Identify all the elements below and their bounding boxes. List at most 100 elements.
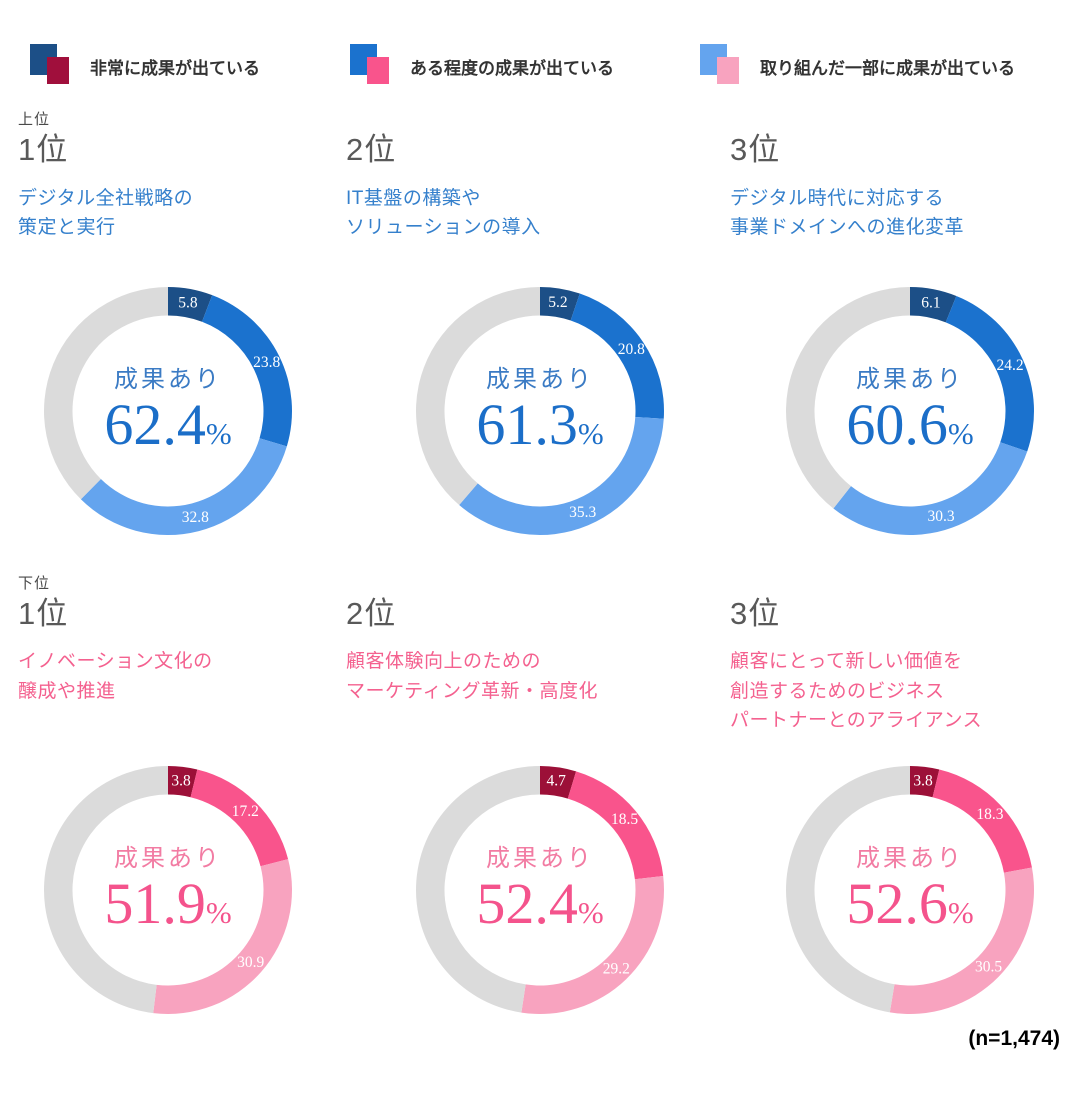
segment-value-label: 30.9	[237, 954, 264, 971]
donut-segment	[945, 295, 1034, 452]
segment-value-label: 29.2	[603, 961, 630, 978]
segment-value-label: 6.1	[921, 294, 940, 311]
segment-value-label: 18.3	[976, 806, 1003, 823]
rank-label: 3位	[730, 132, 781, 167]
chart-cell-top-1: 上位 1位 デジタル全社戦略の 策定と実行 5.8 23.8 32.8 成果あり 6…	[18, 108, 346, 546]
chart-title-line: マーケティング革新・高度化	[346, 680, 598, 702]
donut-segment	[153, 859, 292, 1015]
donut-chart-top-1: 5.8 23.8 32.8 成果あり 62.4%	[33, 276, 303, 546]
donut-svg: 3.8 17.2 30.9	[44, 766, 292, 1015]
segment-value-label: 32.8	[182, 509, 209, 526]
segment-value-label: 30.5	[975, 959, 1002, 976]
rank-label: 2位	[346, 595, 397, 631]
chart-title: デジタル時代に対応する 事業ドメインへの進化変革	[730, 184, 1074, 272]
donut-svg: 6.1 24.2 30.3	[786, 286, 1034, 535]
segment-value-label: 3.8	[913, 773, 933, 790]
donut-segment	[459, 416, 664, 535]
donut-segment-rest	[786, 286, 910, 509]
legend-label-very: 非常に成果が出ている	[90, 58, 260, 78]
donut-segment	[80, 437, 287, 535]
donut-chart-bottom-3: 3.8 18.3 30.5 成果あり 52.6%	[775, 755, 1045, 1025]
donut-segment	[833, 441, 1028, 535]
donut-segment-rest	[44, 286, 169, 499]
donut-segment-rest	[416, 766, 540, 1013]
segment-value-label: 20.8	[618, 341, 645, 358]
group-label	[346, 572, 730, 596]
chart-title: IT基盤の構築や ソリューションの導入	[346, 184, 730, 272]
donut-segment	[567, 771, 664, 880]
chart-grid: 上位 1位 デジタル全社戦略の 策定と実行 5.8 23.8 32.8 成果あり 6…	[0, 108, 1074, 1025]
legend: 非常に成果が出ている ある程度の成果が出ている 取り組んだ一部に成果が出ている	[0, 0, 1074, 96]
segment-value-label: 5.8	[178, 294, 198, 311]
donut-segment	[168, 766, 198, 798]
chart-cell-bottom-2: 2位 顧客体験向上のための マーケティング革新・高度化 4.7 18.5 29.2 …	[346, 546, 730, 1026]
chart-title-line: イノベーション文化の	[18, 651, 213, 673]
legend-item-partial: 取り組んだ一部に成果が出ている	[700, 36, 1015, 96]
donut-chart-top-2: 5.2 20.8 35.3 成果あり 61.3%	[405, 276, 675, 546]
legend-item-very: 非常に成果が出ている	[30, 36, 350, 96]
rank-label: 3位	[730, 595, 781, 631]
chart-cell-bottom-1: 下位 1位 イノベーション文化の 醸成や推進 3.8 17.2 30.9 成果あり …	[18, 546, 346, 1026]
segment-value-label: 3.8	[171, 773, 191, 790]
donut-segment	[168, 286, 213, 322]
segment-value-label: 35.3	[569, 504, 596, 521]
chart-title-line: ソリューションの導入	[346, 217, 541, 239]
legend-item-some: ある程度の成果が出ている	[350, 36, 700, 96]
group-label	[730, 572, 1074, 596]
donut-chart-bottom-1: 3.8 17.2 30.9 成果あり 51.9%	[33, 755, 303, 1025]
donut-segment	[540, 766, 577, 799]
donut-segment	[570, 293, 664, 419]
donut-segment	[190, 769, 289, 867]
chart-title-line: 事業ドメインへの進化変革	[730, 217, 965, 239]
rank-label: 1位	[18, 595, 69, 631]
segment-value-label: 23.8	[253, 353, 280, 370]
donut-segment-rest	[786, 766, 910, 1013]
donut-chart-top-3: 6.1 24.2 30.3 成果あり 60.6%	[775, 276, 1045, 546]
donut-segment	[202, 294, 292, 446]
chart-title: 顧客体験向上のための マーケティング革新・高度化	[346, 647, 730, 751]
chart-cell-top-3: 3位 デジタル時代に対応する 事業ドメインへの進化変革 6.1 24.2 30.3 …	[730, 108, 1074, 546]
donut-svg: 3.8 18.3 30.5	[786, 766, 1034, 1015]
group-label: 下位	[18, 574, 51, 592]
donut-segment	[910, 286, 957, 323]
legend-label-partial: 取り組んだ一部に成果が出ている	[760, 58, 1015, 78]
chart-cell-bottom-3: 3位 顧客にとって新しい価値を 創造するためのビジネス パートナーとのアライアン…	[730, 546, 1074, 1026]
legend-swatch-very	[30, 44, 78, 88]
donut-segment	[932, 769, 1032, 873]
donut-segment-rest	[44, 766, 168, 1014]
donut-chart-bottom-2: 4.7 18.5 29.2 成果あり 52.4%	[405, 755, 675, 1025]
chart-title-line: パートナーとのアライアンス	[730, 710, 983, 732]
swatch-pink-square	[47, 57, 69, 84]
donut-segment-rest	[416, 286, 540, 505]
swatch-pink-square	[717, 57, 739, 84]
chart-title-line: 醸成や推進	[18, 680, 116, 702]
segment-value-label: 4.7	[546, 773, 566, 790]
chart-title-line: IT基盤の構築や	[346, 187, 481, 209]
chart-title-line: 創造するためのビジネス	[730, 680, 945, 702]
group-label: 上位	[18, 111, 51, 128]
donut-svg: 5.2 20.8 35.3	[416, 286, 664, 535]
rank-label: 2位	[346, 132, 397, 167]
sample-size-note: (n=1,474)	[968, 1027, 1060, 1051]
chart-title-line: 策定と実行	[18, 217, 116, 239]
donut-segment	[889, 867, 1034, 1015]
chart-title-line: デジタル時代に対応する	[730, 187, 945, 209]
chart-title: 顧客にとって新しい価値を 創造するためのビジネス パートナーとのアライアンス	[730, 647, 1074, 751]
chart-title-line: 顧客にとって新しい価値を	[730, 651, 963, 673]
legend-swatch-some	[350, 44, 398, 88]
legend-label-some: ある程度の成果が出ている	[410, 58, 614, 78]
segment-value-label: 5.2	[548, 294, 567, 311]
legend-swatch-partial	[700, 44, 748, 88]
segment-value-label: 17.2	[232, 804, 259, 821]
swatch-pink-square	[367, 57, 389, 84]
chart-cell-top-2: 2位 IT基盤の構築や ソリューションの導入 5.2 20.8 35.3 成果あり …	[346, 108, 730, 546]
donut-segment	[910, 766, 940, 798]
rank-label: 1位	[18, 132, 69, 167]
donut-svg: 5.8 23.8 32.8	[44, 286, 292, 535]
chart-title-line: デジタル全社戦略の	[18, 187, 194, 209]
donut-segment	[540, 286, 580, 321]
segment-value-label: 18.5	[611, 811, 638, 828]
chart-title-line: 顧客体験向上のための	[346, 651, 542, 673]
segment-value-label: 24.2	[997, 357, 1024, 374]
chart-title: デジタル全社戦略の 策定と実行	[18, 184, 346, 272]
